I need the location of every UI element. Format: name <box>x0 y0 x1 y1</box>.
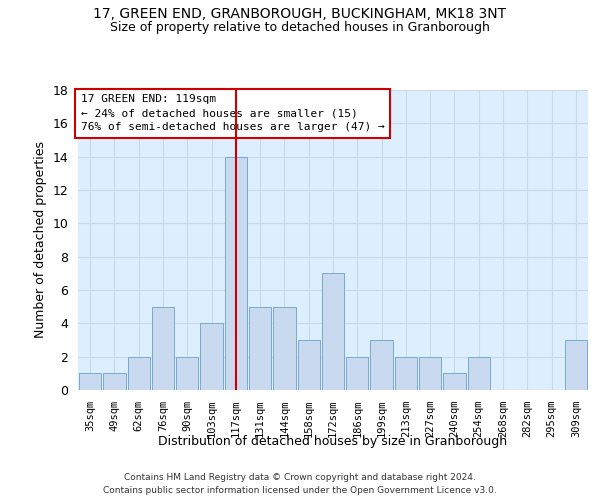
Bar <box>322 274 344 390</box>
Text: Contains HM Land Registry data © Crown copyright and database right 2024.
Contai: Contains HM Land Registry data © Crown c… <box>103 474 497 495</box>
Bar <box>443 374 466 390</box>
Bar <box>176 356 199 390</box>
Text: Distribution of detached houses by size in Granborough: Distribution of detached houses by size … <box>158 435 508 448</box>
Bar <box>395 356 417 390</box>
Text: 17 GREEN END: 119sqm
← 24% of detached houses are smaller (15)
76% of semi-detac: 17 GREEN END: 119sqm ← 24% of detached h… <box>80 94 385 132</box>
Bar <box>273 306 296 390</box>
Bar <box>565 340 587 390</box>
Bar <box>224 156 247 390</box>
Text: 17, GREEN END, GRANBOROUGH, BUCKINGHAM, MK18 3NT: 17, GREEN END, GRANBOROUGH, BUCKINGHAM, … <box>94 8 506 22</box>
Bar <box>346 356 368 390</box>
Bar <box>152 306 174 390</box>
Bar <box>419 356 442 390</box>
Bar <box>200 324 223 390</box>
Y-axis label: Number of detached properties: Number of detached properties <box>34 142 47 338</box>
Bar <box>103 374 125 390</box>
Bar <box>79 374 101 390</box>
Text: Size of property relative to detached houses in Granborough: Size of property relative to detached ho… <box>110 21 490 34</box>
Bar <box>298 340 320 390</box>
Bar <box>467 356 490 390</box>
Bar <box>249 306 271 390</box>
Bar <box>370 340 393 390</box>
Bar <box>128 356 150 390</box>
